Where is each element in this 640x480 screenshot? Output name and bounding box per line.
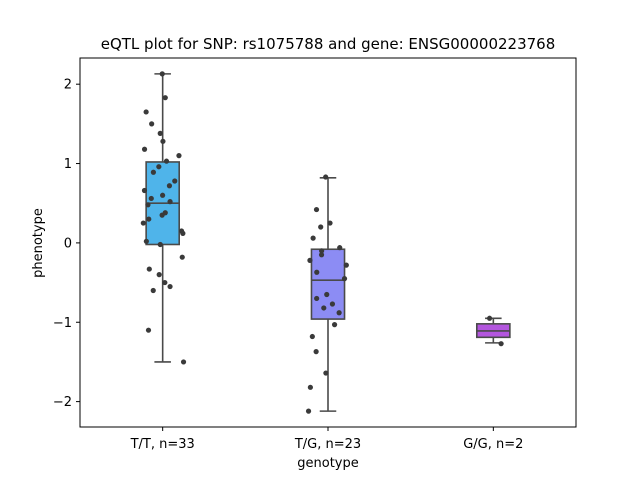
box-0 xyxy=(145,73,180,363)
data-point xyxy=(486,315,493,321)
data-point xyxy=(167,283,173,290)
y-tick-label: 0 xyxy=(64,236,72,251)
data-point xyxy=(319,248,325,254)
x-tick-label: T/G, n=23 xyxy=(294,437,361,452)
data-point xyxy=(150,169,157,175)
data-point xyxy=(324,291,330,298)
data-point xyxy=(309,333,315,340)
data-point xyxy=(498,341,504,347)
y-tick-label: −2 xyxy=(53,395,72,410)
data-point xyxy=(180,359,187,365)
points-1 xyxy=(305,174,349,414)
data-point xyxy=(172,178,178,184)
data-point xyxy=(146,216,152,222)
data-point xyxy=(159,71,165,77)
data-point xyxy=(143,109,149,115)
data-point xyxy=(313,349,319,355)
data-point xyxy=(163,158,170,164)
x-axis: T/T, n=33 T/G, n=23 G/G, n=2 xyxy=(130,427,523,452)
data-point xyxy=(318,252,325,258)
data-point xyxy=(160,192,166,198)
box-1 xyxy=(310,177,346,412)
y-axis: −2 −1 0 1 2 xyxy=(53,78,80,410)
plot-area xyxy=(140,71,511,414)
data-point xyxy=(341,276,348,282)
data-point xyxy=(323,370,329,376)
data-point xyxy=(307,384,313,390)
data-point xyxy=(318,224,324,230)
y-axis-label: phenotype xyxy=(31,208,46,278)
data-point xyxy=(140,220,146,226)
data-point xyxy=(157,130,163,136)
data-point xyxy=(331,322,338,328)
data-point xyxy=(313,206,320,213)
data-point xyxy=(321,305,327,311)
box-2 xyxy=(475,317,511,344)
points-0 xyxy=(140,71,187,365)
data-point xyxy=(307,257,313,263)
data-point xyxy=(329,301,336,307)
data-point xyxy=(343,262,349,268)
data-point xyxy=(314,269,320,275)
data-point xyxy=(141,146,148,152)
y-tick-label: −1 xyxy=(53,316,72,331)
data-point xyxy=(149,121,155,127)
data-point xyxy=(336,310,342,316)
data-point xyxy=(150,287,156,294)
data-point xyxy=(167,199,173,205)
data-point xyxy=(156,272,162,278)
data-point xyxy=(310,235,316,241)
box-body xyxy=(310,248,346,320)
data-point xyxy=(162,279,168,286)
x-tick-label: G/G, n=2 xyxy=(463,437,523,452)
data-point xyxy=(166,183,173,189)
data-point xyxy=(145,202,151,208)
data-point xyxy=(148,195,154,202)
chart-title: eQTL plot for SNP: rs1075788 and gene: E… xyxy=(101,35,556,53)
data-point xyxy=(156,164,162,170)
data-point xyxy=(162,95,168,101)
data-point xyxy=(143,238,149,244)
data-point xyxy=(337,245,343,251)
data-point xyxy=(146,266,152,272)
points-2 xyxy=(486,315,504,347)
data-point xyxy=(145,327,152,333)
data-point xyxy=(305,408,312,414)
data-point xyxy=(179,254,185,260)
data-point xyxy=(159,212,165,218)
data-point xyxy=(323,174,329,180)
data-point xyxy=(327,220,333,226)
data-point xyxy=(141,187,148,194)
x-axis-label: genotype xyxy=(297,456,358,471)
data-point xyxy=(180,230,186,236)
data-point xyxy=(160,138,166,144)
y-tick-label: 1 xyxy=(64,157,72,172)
x-tick-label: T/T, n=33 xyxy=(130,437,195,452)
data-point xyxy=(176,153,182,159)
y-tick-label: 2 xyxy=(64,78,72,93)
data-point xyxy=(314,295,320,302)
data-point xyxy=(157,241,163,248)
